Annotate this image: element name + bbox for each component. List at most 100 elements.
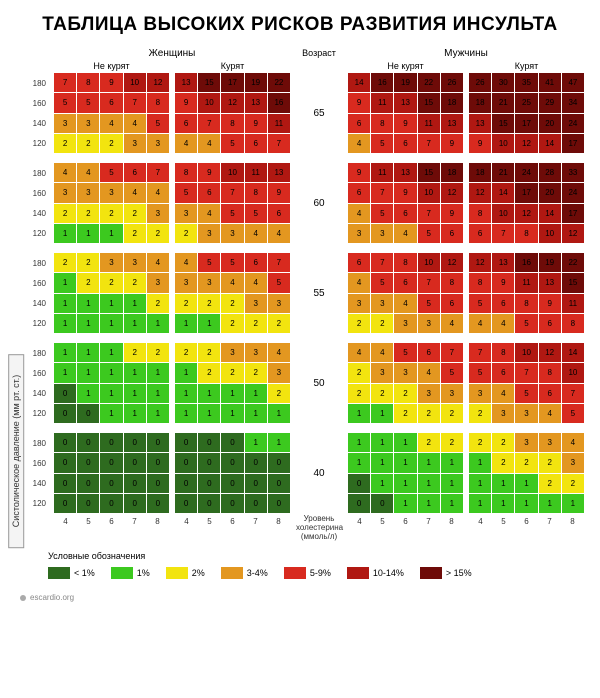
risk-cell: 8 bbox=[394, 253, 416, 272]
chol-ticks-men-ns: 45678 bbox=[348, 517, 463, 541]
legend-swatch bbox=[48, 567, 70, 579]
risk-cell: 3 bbox=[539, 433, 561, 452]
risk-cell: 1 bbox=[147, 404, 169, 423]
chol-tick: 4 bbox=[54, 517, 77, 541]
risk-cell: 4 bbox=[77, 163, 99, 182]
risk-cell: 3 bbox=[515, 404, 537, 423]
header-men: Мужчины bbox=[348, 48, 584, 59]
bp-ticks: 180160140120 bbox=[26, 433, 48, 513]
risk-cell: 6 bbox=[539, 384, 561, 403]
risk-cell: 7 bbox=[418, 273, 440, 292]
risk-cell: 9 bbox=[539, 294, 561, 313]
risk-cell: 3 bbox=[175, 273, 197, 292]
bp-tick: 160 bbox=[33, 189, 46, 198]
risk-cell: 2 bbox=[100, 273, 122, 292]
risk-cell: 1 bbox=[394, 433, 416, 452]
risk-cell: 5 bbox=[441, 363, 463, 382]
legend-swatch bbox=[166, 567, 188, 579]
risk-cell: 8 bbox=[562, 314, 584, 333]
risk-cell: 0 bbox=[100, 494, 122, 513]
risk-cell: 7 bbox=[198, 114, 220, 133]
risk-cell: 13 bbox=[469, 114, 491, 133]
risk-cell: 7 bbox=[124, 93, 146, 112]
bp-tick: 120 bbox=[33, 139, 46, 148]
risk-cell: 1 bbox=[100, 343, 122, 362]
risk-cell: 4 bbox=[245, 273, 267, 292]
risk-cell: 2 bbox=[371, 384, 393, 403]
footer-credit: escardio.org bbox=[10, 593, 590, 602]
risk-cell: 10 bbox=[418, 183, 440, 202]
bp-tick: 160 bbox=[33, 99, 46, 108]
risk-cell: 2 bbox=[418, 404, 440, 423]
risk-cell: 9 bbox=[348, 93, 370, 112]
footer-dot-icon bbox=[20, 595, 26, 601]
risk-cell: 18 bbox=[469, 93, 491, 112]
risk-cell: 5 bbox=[418, 224, 440, 243]
chol-tick: 8 bbox=[267, 517, 290, 541]
risk-cell: 4 bbox=[268, 343, 290, 362]
risk-cell: 21 bbox=[492, 93, 514, 112]
risk-cell: 3 bbox=[147, 273, 169, 292]
y-axis-label-container: Систолическое давление (мм рт. ст.) bbox=[8, 48, 24, 579]
risk-cell: 6 bbox=[418, 343, 440, 362]
risk-cell: 8 bbox=[515, 224, 537, 243]
legend-label: 3-4% bbox=[247, 568, 268, 578]
risk-cell: 4 bbox=[492, 384, 514, 403]
bp-tick: 140 bbox=[33, 119, 46, 128]
risk-cell: 2 bbox=[441, 433, 463, 452]
risk-cell: 13 bbox=[492, 253, 514, 272]
risk-cell: 4 bbox=[100, 114, 122, 133]
risk-cell: 5 bbox=[418, 294, 440, 313]
age-label: 40 bbox=[296, 433, 342, 513]
risk-cell: 15 bbox=[562, 273, 584, 292]
risk-cell: 0 bbox=[100, 474, 122, 493]
bp-tick: 160 bbox=[33, 279, 46, 288]
risk-cell: 1 bbox=[100, 363, 122, 382]
risk-cell: 4 bbox=[175, 253, 197, 272]
risk-cell: 12 bbox=[539, 343, 561, 362]
chol-tick: 7 bbox=[417, 517, 440, 541]
bp-tick: 120 bbox=[33, 229, 46, 238]
legend-swatch bbox=[284, 567, 306, 579]
risk-cell: 3 bbox=[221, 343, 243, 362]
risk-cell: 24 bbox=[515, 163, 537, 182]
risk-cell: 2 bbox=[77, 204, 99, 223]
risk-cell: 1 bbox=[348, 453, 370, 472]
risk-cell: 6 bbox=[469, 224, 491, 243]
risk-cell: 4 bbox=[54, 163, 76, 182]
legend-section: Условные обозначения < 1%1%2%3-4%5-9%10-… bbox=[26, 551, 590, 579]
risk-cell: 3 bbox=[54, 114, 76, 133]
risk-cell: 7 bbox=[221, 183, 243, 202]
risk-cell: 5 bbox=[515, 384, 537, 403]
risk-cell: 1 bbox=[539, 494, 561, 513]
risk-cell: 1 bbox=[124, 404, 146, 423]
heatmap-grid: ЖенщиныВозрастМужчиныНе курятКурятНе кур… bbox=[26, 48, 590, 541]
risk-cell: 15 bbox=[418, 163, 440, 182]
risk-cell: 2 bbox=[124, 224, 146, 243]
chol-ticks-women-ns: 45678 bbox=[54, 517, 169, 541]
chol-tick: 8 bbox=[440, 517, 463, 541]
risk-cell: 1 bbox=[245, 433, 267, 452]
risk-cell: 8 bbox=[469, 273, 491, 292]
bp-tick: 180 bbox=[33, 79, 46, 88]
risk-cell: 4 bbox=[175, 134, 197, 153]
risk-chart-page: ТАБЛИЦА ВЫСОКИХ РИСКОВ РАЗВИТИЯ ИНСУЛЬТА… bbox=[0, 0, 600, 610]
risk-cell: 3 bbox=[562, 453, 584, 472]
risk-cell: 2 bbox=[394, 404, 416, 423]
bp-tick: 180 bbox=[33, 259, 46, 268]
risk-cell: 1 bbox=[175, 384, 197, 403]
risk-cell: 12 bbox=[469, 253, 491, 272]
risk-cell: 2 bbox=[539, 474, 561, 493]
risk-cell: 1 bbox=[100, 294, 122, 313]
chol-tick: 5 bbox=[77, 517, 100, 541]
risk-cell: 5 bbox=[147, 114, 169, 133]
risk-cell: 5 bbox=[562, 404, 584, 423]
risk-cell: 26 bbox=[441, 73, 463, 92]
risk-cell: 1 bbox=[124, 384, 146, 403]
risk-cell: 0 bbox=[371, 494, 393, 513]
risk-cell: 5 bbox=[198, 253, 220, 272]
risk-cell: 10 bbox=[198, 93, 220, 112]
legend-label: < 1% bbox=[74, 568, 95, 578]
risk-cell: 0 bbox=[245, 453, 267, 472]
risk-cell: 22 bbox=[418, 73, 440, 92]
